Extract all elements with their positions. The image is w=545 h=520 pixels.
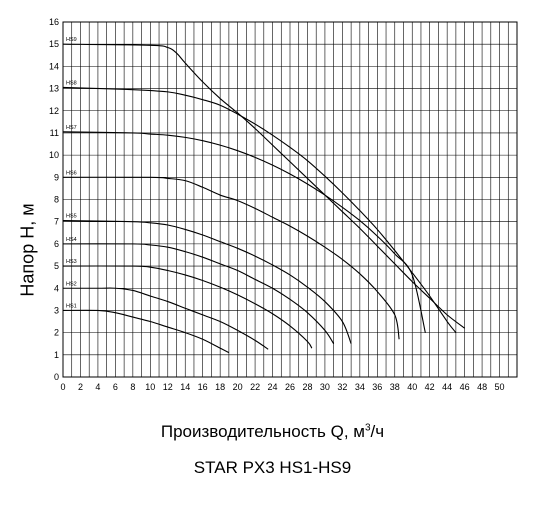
y-tick-label: 2: [54, 328, 59, 338]
x-tick-label: 40: [407, 382, 417, 392]
y-tick-label: 14: [49, 61, 59, 71]
x-tick-label: 12: [163, 382, 173, 392]
y-tick-label: 16: [49, 17, 59, 27]
x-tick-label: 8: [130, 382, 135, 392]
curve-hs1: [62, 309, 230, 354]
x-tick-label: 10: [145, 382, 155, 392]
curve-hs4: [62, 243, 335, 345]
curve-labels: HS1 HS2 HS3 HS4 HS5 HS6 HS7 HS8 HS9: [66, 37, 77, 309]
x-tick-label: 50: [495, 382, 505, 392]
curve-label-hs1: HS1: [66, 303, 77, 309]
curve-hs3: [62, 265, 313, 349]
curve-hs2: [62, 287, 269, 350]
x-tick-label: 6: [113, 382, 118, 392]
curve-label-hs9: HS9: [66, 37, 77, 43]
curve-label-hs3: HS3: [66, 259, 77, 265]
chart-title: STAR PX3 HS1-HS9: [193, 458, 352, 477]
curve-label-hs8: HS8: [66, 80, 77, 86]
chart-grid: [62, 21, 518, 378]
x-tick-label: 26: [285, 382, 295, 392]
curve-hs8: [62, 86, 457, 333]
x-tick-label: 18: [215, 382, 225, 392]
x-tick-label: 30: [320, 382, 330, 392]
x-tick-label: 46: [460, 382, 470, 392]
x-axis-ticks: 0 2 4 6 8 10 12 14 16 18 20 22 24 26 28 30 32 34 36 38 40 42 4…: [60, 382, 504, 392]
y-tick-label: 13: [49, 84, 59, 94]
x-axis-label: Производительность Q, м3/ч: [160, 422, 385, 441]
y-axis-label: Напор H, м: [17, 203, 38, 297]
y-tick-label: 3: [54, 305, 59, 315]
x-tick-label: 22: [250, 382, 260, 392]
x-tick-label: 48: [477, 382, 487, 392]
x-tick-label: 0: [60, 382, 65, 392]
curve-hs6: [62, 176, 400, 340]
y-tick-label: 8: [54, 195, 59, 205]
x-tick-label: 38: [390, 382, 400, 392]
y-tick-label: 12: [49, 106, 59, 116]
x-tick-label: 14: [180, 382, 190, 392]
x-tick-label: 20: [233, 382, 243, 392]
y-tick-label: 1: [54, 350, 59, 360]
x-tick-label: 16: [198, 382, 208, 392]
y-tick-label: 0: [54, 372, 59, 382]
x-tick-label: 4: [95, 382, 100, 392]
curve-label-hs6: HS6: [66, 170, 77, 176]
curve-label-hs2: HS2: [66, 281, 77, 287]
x-tick-label: 36: [372, 382, 382, 392]
y-tick-label: 9: [54, 172, 59, 182]
y-tick-label: 6: [54, 239, 59, 249]
x-tick-label: 42: [425, 382, 435, 392]
x-tick-label: 44: [442, 382, 452, 392]
x-tick-label: 34: [355, 382, 365, 392]
y-tick-label: 15: [49, 39, 59, 49]
curve-hs9: [62, 43, 465, 329]
y-tick-label: 7: [54, 217, 59, 227]
curve-label-hs4: HS4: [66, 237, 77, 243]
y-tick-label: 4: [54, 283, 59, 293]
curve-label-hs5: HS5: [66, 214, 77, 220]
x-tick-label: 28: [302, 382, 312, 392]
x-tick-label: 24: [268, 382, 278, 392]
curve-hs7: [62, 131, 426, 333]
curve-label-hs7: HS7: [66, 125, 77, 131]
x-tick-label: 32: [337, 382, 347, 392]
y-tick-label: 5: [54, 261, 59, 271]
curve-hs5: [62, 220, 352, 344]
pump-curves: [62, 43, 465, 354]
y-tick-label: 10: [49, 150, 59, 160]
y-tick-label: 11: [50, 128, 59, 138]
x-tick-label: 2: [78, 382, 83, 392]
